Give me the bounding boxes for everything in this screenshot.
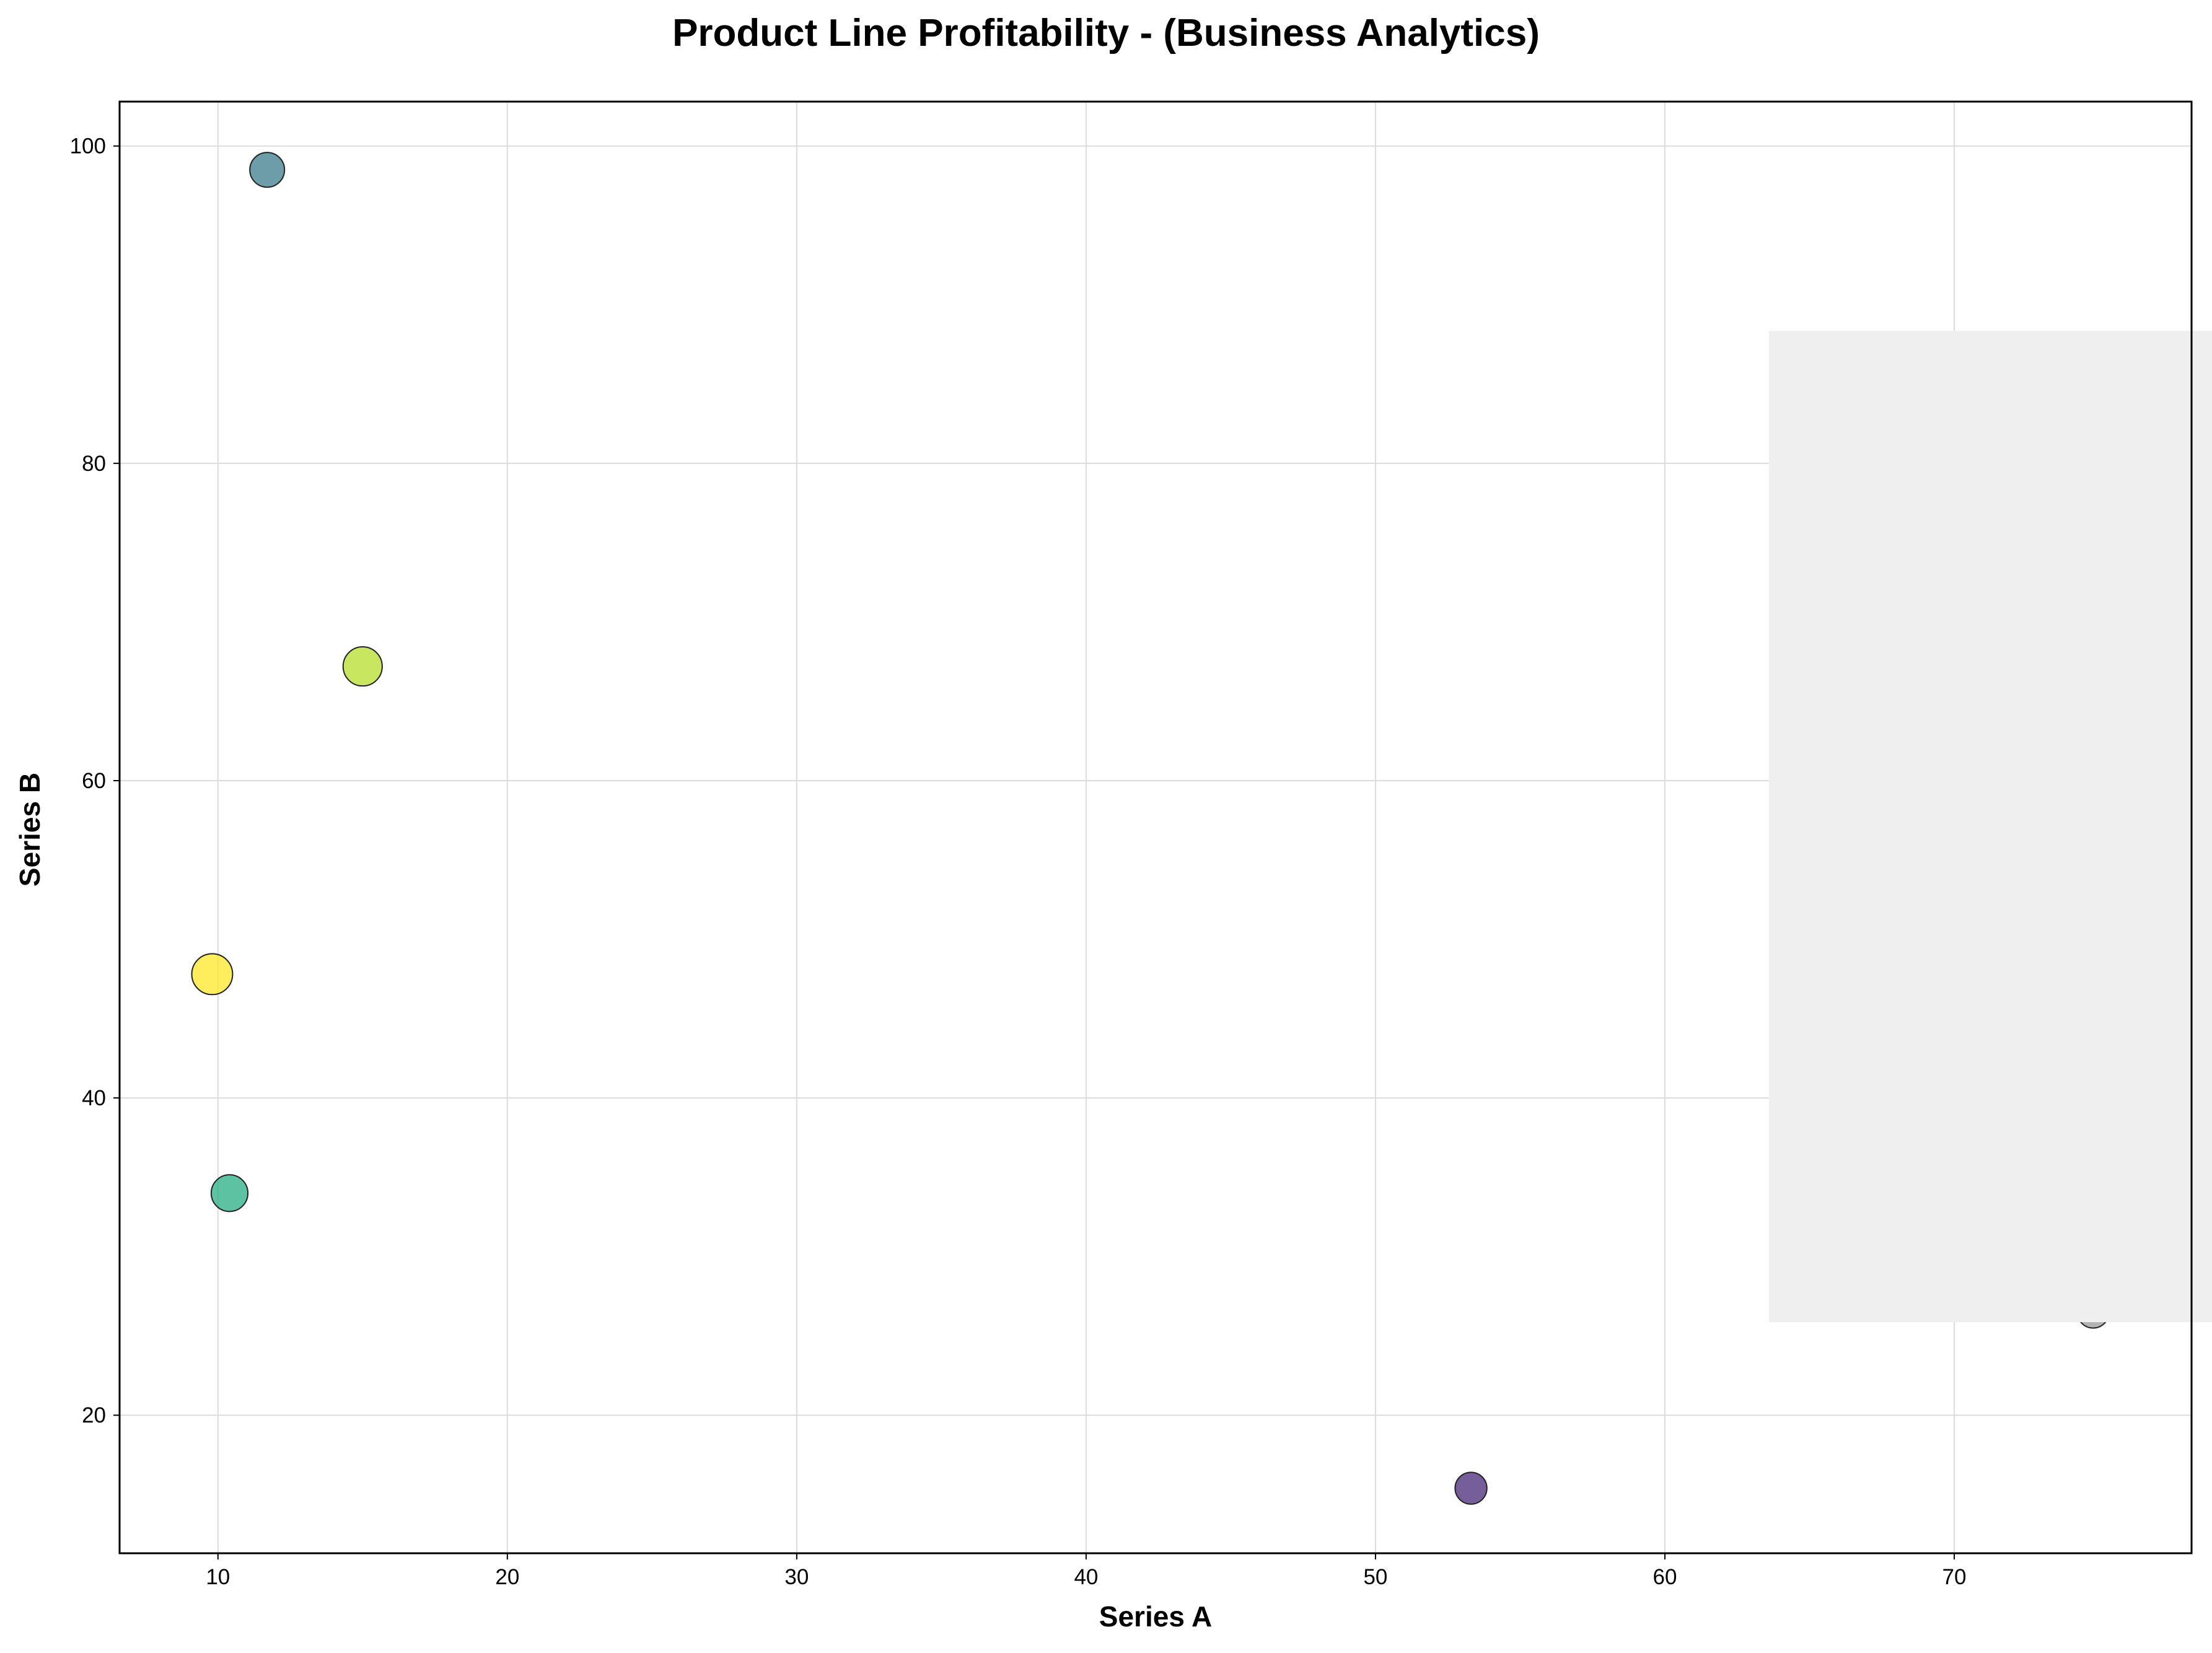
data-point: [249, 152, 286, 188]
y-tick-label: 20: [82, 1403, 106, 1427]
x-tick-label: 30: [784, 1565, 809, 1589]
chart-title: Product Line Profitability - (Business A…: [672, 12, 1540, 55]
x-tick-label: 70: [1942, 1565, 1967, 1589]
y-tick-label: 80: [82, 452, 106, 476]
y-tick-label: 100: [70, 134, 106, 159]
x-tick-label: 20: [495, 1565, 519, 1589]
x-tick-label: 40: [1074, 1565, 1098, 1589]
legend-placeholder-panel: [1769, 331, 2212, 1322]
x-tick-label: 50: [1363, 1565, 1387, 1589]
plot-frame: [118, 100, 2193, 1554]
y-axis-label: Series B: [14, 772, 46, 887]
data-point: [191, 953, 234, 996]
data-point: [210, 1174, 249, 1212]
x-axis-ticks: 10 20 30 40 50 60 70: [206, 1553, 1966, 1589]
y-tick-label: 40: [82, 1086, 106, 1110]
y-axis-ticks: 20 40 60 80 100: [70, 134, 120, 1427]
data-point: [342, 646, 383, 687]
y-tick-label: 60: [82, 769, 106, 793]
x-tick-label: 10: [206, 1565, 230, 1589]
x-tick-label: 60: [1653, 1565, 1677, 1589]
data-point: [1454, 1471, 1488, 1505]
x-axis-label: Series A: [1099, 1600, 1213, 1633]
